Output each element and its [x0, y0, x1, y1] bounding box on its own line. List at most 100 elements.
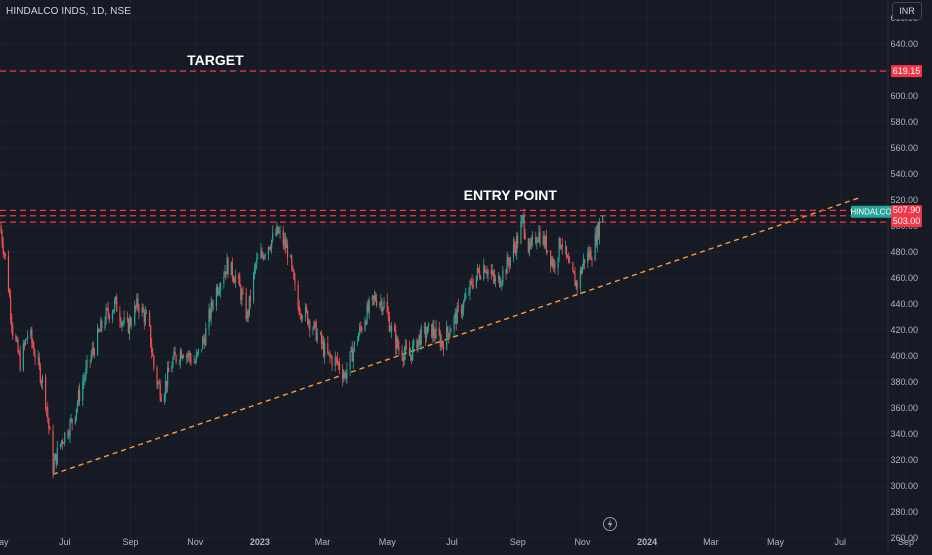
- candles-layer: [0, 208, 604, 479]
- candle-body: [515, 247, 517, 254]
- candle-body: [509, 257, 511, 266]
- target-label: TARGET: [187, 52, 244, 68]
- y-tick-label: 520.00: [890, 195, 918, 205]
- candle-body: [71, 419, 73, 424]
- candle-body: [188, 352, 190, 356]
- candle-body: [284, 239, 286, 249]
- candle-body: [579, 269, 581, 289]
- candle-body: [101, 320, 103, 328]
- candle-body: [19, 352, 21, 371]
- candle-body: [538, 232, 540, 240]
- candle-body: [517, 236, 519, 244]
- candle-body: [558, 237, 560, 258]
- candle-body: [84, 377, 86, 380]
- candle-body: [487, 270, 489, 275]
- candle-body: [263, 255, 265, 259]
- candle-body: [321, 341, 324, 344]
- candle-body: [90, 355, 92, 361]
- candle-body: [22, 343, 24, 371]
- candle-body: [145, 312, 148, 314]
- candle-body: [345, 373, 347, 379]
- candle-body: [529, 243, 532, 246]
- lightning-icon[interactable]: [603, 517, 617, 531]
- candle-body: [475, 275, 477, 288]
- candle-body: [113, 300, 116, 310]
- candle-body: [554, 262, 556, 269]
- candle-body: [505, 269, 507, 274]
- candle-body: [389, 330, 392, 332]
- candle-body: [85, 367, 87, 378]
- chart-symbol-title: HINDALCO INDS, 1D, NSE: [6, 6, 132, 17]
- candle-body: [602, 216, 604, 222]
- candle-body: [200, 349, 203, 350]
- candle-body: [278, 231, 280, 233]
- candle-body: [186, 355, 188, 358]
- candle-body: [89, 360, 91, 361]
- candle-body: [300, 314, 302, 319]
- candle-body: [361, 327, 363, 331]
- currency-button[interactable]: INR: [892, 2, 922, 20]
- candle-body: [129, 318, 132, 325]
- candle-body: [178, 361, 180, 363]
- candle-body: [245, 292, 247, 320]
- candle-body: [530, 239, 533, 246]
- candle-body: [4, 253, 6, 256]
- candle-body: [485, 272, 487, 273]
- candle-body: [335, 357, 337, 359]
- candle-body: [542, 235, 544, 245]
- candle-body: [499, 275, 501, 287]
- candle-body: [493, 276, 495, 282]
- candle-body: [454, 312, 456, 317]
- candle-body: [69, 420, 71, 436]
- candle-body: [152, 352, 154, 357]
- candle-body: [70, 419, 72, 421]
- x-tick-label: May: [0, 537, 9, 547]
- y-tick-label: 280.00: [890, 507, 918, 517]
- candle-body: [539, 232, 541, 245]
- candle-body: [242, 292, 244, 294]
- price-tag-level-low: 503.00: [891, 216, 922, 228]
- candle-body: [7, 255, 10, 292]
- candle-body: [438, 327, 440, 335]
- candle-body: [404, 345, 406, 354]
- candle-body: [299, 313, 301, 315]
- candle-body: [417, 340, 419, 351]
- candle-body: [368, 300, 370, 312]
- candle-body: [350, 347, 352, 352]
- candle-body: [365, 321, 367, 324]
- x-tick-label: May: [767, 537, 785, 547]
- candle-body: [336, 358, 338, 363]
- candle-body: [409, 354, 412, 356]
- candle-body: [267, 247, 270, 256]
- candle-body: [491, 271, 493, 275]
- support-trendline[interactable]: [52, 196, 861, 475]
- candle-body: [506, 257, 508, 274]
- candle-body: [372, 295, 375, 299]
- candle-body: [282, 231, 284, 245]
- candle-body: [238, 275, 240, 278]
- candle-body: [453, 316, 455, 330]
- price-tag-level-mid: 507.90: [891, 205, 922, 217]
- candle-body: [442, 345, 445, 350]
- candle-body: [262, 254, 264, 259]
- annotations-layer: TARGET ENTRY POINT: [187, 52, 617, 531]
- candle-body: [45, 376, 47, 408]
- y-tick-label: 300.00: [890, 481, 918, 491]
- candle-body: [193, 362, 195, 363]
- candle-body: [528, 243, 531, 252]
- candle-body: [208, 309, 210, 329]
- candle-body: [32, 342, 34, 348]
- candle-body: [49, 428, 51, 431]
- candle-body: [324, 343, 326, 357]
- y-tick-label: 260.00: [890, 533, 918, 543]
- candle-body: [175, 355, 177, 362]
- candle-body: [11, 316, 13, 327]
- candle-body: [468, 293, 470, 294]
- candle-body: [433, 326, 435, 336]
- candle-body: [285, 244, 288, 249]
- candle-body: [190, 357, 192, 363]
- candle-body: [465, 293, 467, 299]
